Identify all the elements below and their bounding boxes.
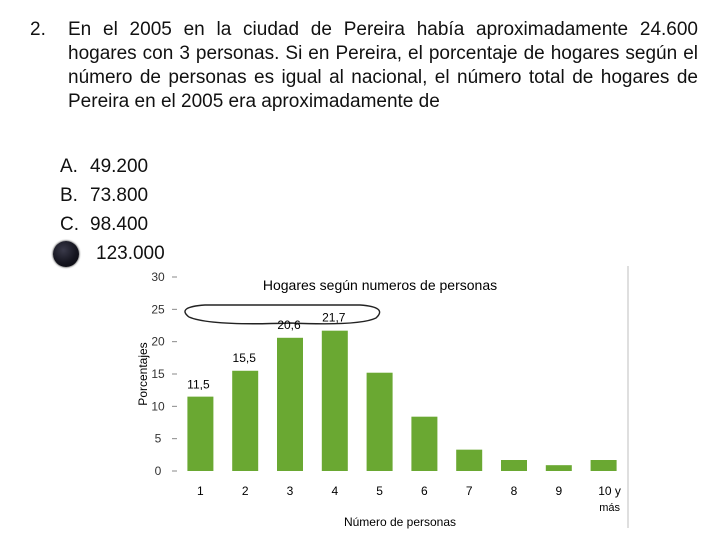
x-tick-label: 10 y más (598, 484, 621, 514)
bar (232, 370, 259, 471)
y-tick-label: 0 (155, 464, 162, 478)
bar (456, 449, 483, 471)
y-axis: 0 5 10 15 20 25 30 (151, 270, 177, 478)
option-value: 73.800 (90, 185, 149, 206)
data-label: 20,6 (277, 318, 301, 332)
bar (277, 337, 303, 471)
bar (187, 396, 214, 471)
question-text: En el 2005 en la ciudad de Pereira había… (68, 19, 698, 112)
option-value: 49.200 (90, 156, 149, 177)
x-tick-label: 8 (511, 484, 518, 498)
y-tick-label: 5 (155, 432, 162, 446)
option-letter: B. (60, 185, 78, 206)
bar (590, 460, 617, 471)
bar (501, 460, 527, 471)
y-tick-label: 20 (151, 335, 165, 349)
data-labels: 11,5 15,5 20,6 21,7 (187, 311, 346, 392)
option-value: 123.000 (96, 243, 165, 264)
chart-title: Hogares según numeros de personas (263, 277, 497, 293)
option-a[interactable]: A. 49.200 (60, 152, 165, 181)
x-tick-label: 5 (376, 484, 383, 498)
option-d[interactable]: 123.000 (53, 239, 165, 268)
x-tick-label: 4 (331, 484, 338, 498)
x-tick-label: 2 (242, 484, 249, 498)
bar (366, 372, 393, 471)
option-c[interactable]: C. 98.400 (60, 210, 165, 239)
y-tick-label: 15 (151, 367, 165, 381)
x-axis-label: Número de personas (344, 515, 456, 529)
option-letter: A. (60, 156, 78, 177)
data-label: 21,7 (322, 311, 346, 325)
bars (187, 330, 617, 471)
selected-answer-marker (53, 241, 79, 267)
x-tick-label: 3 (287, 484, 294, 498)
bar (411, 416, 438, 471)
option-letter: C. (60, 214, 79, 235)
x-tick-label: 9 (555, 484, 562, 498)
x-tick-label: 1 (197, 484, 204, 498)
y-axis-label: Porcentajes (136, 342, 150, 405)
x-tick-label: 6 (421, 484, 428, 498)
bar (545, 465, 572, 471)
data-label: 15,5 (233, 351, 257, 365)
option-value: 98.400 (90, 214, 149, 235)
y-tick-label: 25 (151, 302, 165, 316)
x-tick-label: 7 (466, 484, 473, 498)
answer-options: A. 49.200 B. 73.800 C. 98.400 123.000 (53, 152, 165, 268)
y-tick-label: 10 (151, 399, 165, 413)
option-b[interactable]: B. 73.800 (60, 181, 165, 210)
hand-drawn-annotation (184, 304, 381, 325)
y-tick-label: 30 (151, 270, 165, 284)
x-tick-labels: 1 2 3 4 5 6 7 8 9 10 y más (197, 484, 621, 514)
data-label: 11,5 (187, 378, 210, 392)
bar (321, 330, 348, 471)
question-number: 2. (30, 19, 46, 40)
